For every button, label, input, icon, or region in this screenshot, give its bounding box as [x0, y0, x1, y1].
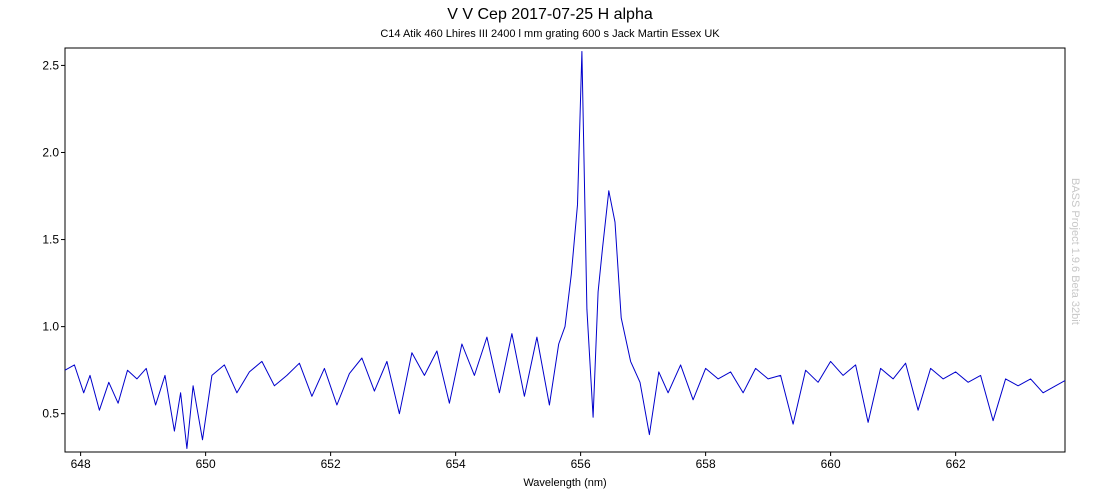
plot-area	[64, 47, 1066, 453]
y-tick-label: 0.5	[42, 407, 59, 421]
x-tick-label: 662	[946, 457, 966, 471]
x-tick-label: 656	[571, 457, 591, 471]
x-tick-label: 648	[71, 457, 91, 471]
y-tick-label: 1.0	[42, 320, 59, 334]
y-tick-label: 2.5	[42, 58, 59, 72]
x-tick-label: 652	[321, 457, 341, 471]
x-tick-label: 654	[446, 457, 466, 471]
software-watermark: BASS Project 1.9.6 Beta 32bit	[1069, 178, 1081, 325]
chart-subtitle: C14 Atik 460 Lhires III 2400 l mm gratin…	[380, 28, 720, 40]
plot-frame	[64, 47, 1066, 453]
y-tick-label: 1.5	[42, 233, 59, 247]
x-tick-label: 658	[696, 457, 716, 471]
x-axis-label: Wavelength (nm)	[523, 477, 606, 489]
y-axis: 0.5 1.0 1.5 2.0 2.5	[42, 58, 65, 421]
y-tick-label: 2.0	[42, 145, 59, 159]
x-tick-label: 660	[821, 457, 841, 471]
x-axis: 648 650 652 654 656 658 660 662	[71, 452, 966, 471]
series-layer	[64, 51, 1066, 449]
chart-title: V V Cep 2017-07-25 H alpha	[447, 6, 653, 23]
x-tick-label: 650	[196, 457, 216, 471]
spectrum-line	[64, 51, 1066, 449]
